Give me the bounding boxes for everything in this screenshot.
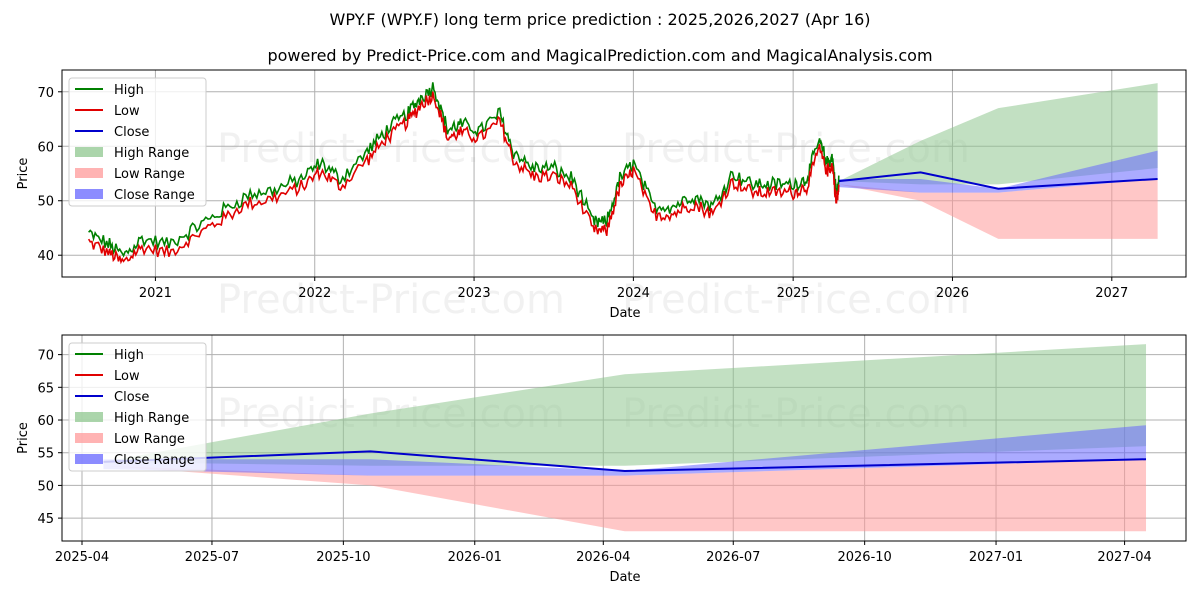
y-tick-label: 70 (37, 86, 54, 101)
x-tick-label: 2027 (1095, 286, 1128, 301)
legend-swatch-low-range (75, 433, 103, 443)
legend-label-high-range: High Range (114, 411, 189, 426)
legend-swatch-close-range (75, 189, 103, 199)
legend-swatch-high-range (75, 412, 103, 422)
low-range-band (838, 178, 1158, 239)
x-tick-label: 2022 (298, 286, 331, 301)
x-tick-label: 2023 (458, 286, 491, 301)
close-forecast-line (103, 450, 1147, 473)
legend-swatch-low-range (75, 168, 103, 178)
y-tick-label: 65 (37, 381, 54, 396)
close-range-band (838, 150, 1158, 193)
legend-swatch-close-range (75, 454, 103, 464)
x-tick-label: 2025 (777, 286, 810, 301)
y-axis-label: Price (16, 158, 31, 190)
legend-label-close: Close (114, 390, 149, 405)
close-forecast-line (838, 171, 1158, 190)
close-range-band (103, 425, 1147, 476)
x-tick-label: 2026-07 (706, 550, 760, 565)
chart-panel-2: Predict-Price.comPredict-Price.com2025-0… (16, 334, 1187, 585)
legend-label-high: High (114, 348, 144, 363)
legend-label-low: Low (114, 369, 140, 384)
legend: High Low Close High Range Low Range Close Ran… (68, 342, 207, 472)
legend-label-close: Close (114, 125, 149, 140)
x-tick-label: 2025-04 (55, 550, 109, 565)
y-tick-label: 45 (37, 512, 54, 527)
chart-subtitle: powered by Predict-Price.com and Magical… (267, 46, 933, 65)
y-tick-label: 70 (37, 349, 54, 364)
y-tick-label: 55 (37, 447, 54, 462)
legend-label-low-range: Low Range (114, 432, 185, 447)
x-axis-label: Date (609, 306, 640, 321)
high-series-line (88, 82, 840, 258)
y-tick-label: 50 (37, 195, 54, 210)
y-tick-label: 60 (37, 414, 54, 429)
watermark-text: Predict-Price.com (622, 277, 970, 323)
legend-label-high-range: High Range (114, 146, 189, 161)
x-tick-label: 2027-01 (969, 550, 1023, 565)
x-tick-label: 2024 (617, 286, 650, 301)
legend: High Low Close High Range Low Range Close Ran… (68, 77, 207, 207)
x-tick-label: 2026-01 (448, 550, 502, 565)
legend-box (68, 342, 207, 472)
legend-label-high: High (114, 83, 144, 98)
legend-label-close-range: Close Range (114, 453, 195, 468)
x-tick-label: 2026-04 (576, 550, 630, 565)
x-tick-label: 2021 (139, 286, 172, 301)
y-tick-label: 40 (37, 249, 54, 264)
low-range-band (103, 459, 1147, 532)
x-axis-label: Date (609, 570, 640, 585)
plot-area (87, 82, 1158, 265)
x-tick-label: 2025-07 (185, 550, 239, 565)
legend-label-close-range: Close Range (114, 188, 195, 203)
high-range-band (103, 344, 1147, 466)
legend-label-low: Low (114, 104, 140, 119)
high-range-band (838, 83, 1158, 185)
plot-area (103, 344, 1147, 532)
x-tick-label: 2026-10 (837, 550, 891, 565)
chart-title: WPY.F (WPY.F) long term price prediction… (329, 10, 871, 29)
watermark-text: Predict-Price.com (217, 277, 565, 323)
y-tick-label: 50 (37, 479, 54, 494)
x-tick-label: 2027-04 (1097, 550, 1151, 565)
legend-box (68, 77, 207, 207)
low-series-line (87, 91, 840, 265)
y-tick-label: 60 (37, 140, 54, 155)
plot-frame (61, 334, 1187, 542)
x-tick-label: 2025-10 (316, 550, 370, 565)
legend-label-low-range: Low Range (114, 167, 185, 182)
legend-swatch-high-range (75, 147, 103, 157)
x-tick-label: 2026 (936, 286, 969, 301)
plot-frame (61, 69, 1187, 278)
y-axis-label: Price (16, 422, 31, 454)
chart-panel-1: Predict-Price.com Predict-Price.comPredic… (16, 69, 1187, 323)
